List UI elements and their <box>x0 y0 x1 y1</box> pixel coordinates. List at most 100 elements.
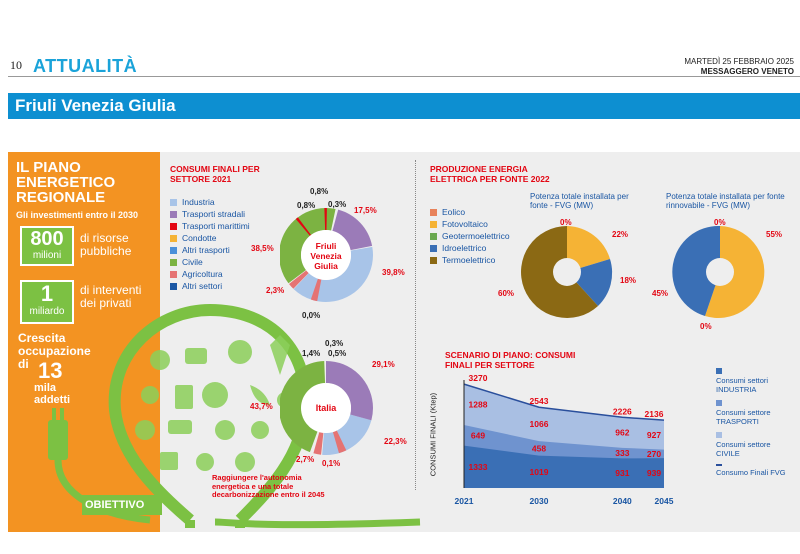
legend-label: Geotermoelettrico <box>442 231 510 241</box>
legend-swatch <box>716 432 722 438</box>
legend-label: Consumo Finali FVG <box>716 468 786 477</box>
section-title: ATTUALITÀ <box>33 56 138 76</box>
totale-label-1: 22% <box>612 230 629 239</box>
legend-item: Idroelettrico <box>430 242 510 254</box>
public-funds-unit: milioni <box>32 250 62 261</box>
fvg-label-7: 0,8% <box>297 201 316 210</box>
section-divider <box>415 160 416 490</box>
pie-totale-caption: Potenza totale installata per fonte - FV… <box>530 192 629 210</box>
public-funds-text: di risorse pubbliche <box>80 231 132 258</box>
rinnovabile-label-1: 55% <box>766 230 783 239</box>
page-number: 10 <box>10 58 22 72</box>
total-value-label: 3270 <box>469 373 488 383</box>
region-title: Friuli Venezia Giulia <box>15 96 176 115</box>
totale-label-0: 0% <box>560 218 572 227</box>
legend-item: Consumi settore TRASPORTI <box>716 400 796 426</box>
italia-label-7: 43,7% <box>250 402 273 411</box>
industria-value-label: 939 <box>647 468 661 478</box>
italia-label-2: 0,5% <box>328 349 347 358</box>
growth-number: 13 <box>38 358 63 383</box>
header-rule <box>8 76 800 77</box>
total-value-label: 2543 <box>530 396 549 406</box>
legend-item: Consumo Finali FVG <box>716 464 796 477</box>
legend-label: Consumi settori INDUSTRIA <box>716 376 769 394</box>
consumi-title: CONSUMI FINALI PER SETTORE 2021 <box>170 164 260 184</box>
legend-label: Consumi settore CIVILE <box>716 440 771 458</box>
legend-item: Consumi settori INDUSTRIA <box>716 368 796 394</box>
legend-swatch <box>170 222 177 230</box>
legend-swatch <box>716 400 722 406</box>
legend-swatch <box>430 208 437 216</box>
pie-italia <box>280 361 373 455</box>
legend-item: Eolico <box>430 206 510 218</box>
rinnovabile-label-3: 0% <box>700 322 712 331</box>
civile-value-label: 962 <box>615 428 629 438</box>
issue-date: MARTEDÌ 25 FEBBRAIO 2025 <box>684 57 794 66</box>
area-chart: 3270 1288 649 1333 2021 2543 1066 458 1019 2030 22… <box>455 373 674 506</box>
pie-rinnovabile <box>672 225 765 318</box>
fvg-label-3: 39,8% <box>382 268 405 277</box>
legend-swatch <box>170 258 177 266</box>
pie-totale <box>521 226 613 318</box>
legend-item: Consumi settore CIVILE <box>716 432 796 458</box>
fvg-label-2: 17,5% <box>354 206 377 215</box>
legend-label: Idroelettrico <box>442 243 487 253</box>
civile-value-label: 1288 <box>469 400 488 410</box>
legend-item: Trasporti marittimi <box>170 220 250 232</box>
fvg-label-5: 2,3% <box>266 286 285 295</box>
pie-italia-center-label: Italia <box>315 403 337 413</box>
industria-value-label: 1333 <box>469 462 488 472</box>
legend-swatch <box>170 210 177 218</box>
legend-swatch <box>170 282 177 290</box>
legend-swatch <box>716 464 722 466</box>
legend-swatch <box>430 220 437 228</box>
newspaper-name: MESSAGGERO VENETO <box>700 67 794 76</box>
italia-label-3: 29,1% <box>372 360 395 369</box>
trasporti-value-label: 458 <box>532 443 546 453</box>
italia-label-5: 0,1% <box>322 459 341 468</box>
legend-swatch <box>170 198 177 206</box>
x-tick-label: 2045 <box>655 496 674 506</box>
produzione-legend: Eolico Fotovoltaico Geotermoelettrico Id… <box>430 206 510 266</box>
totale-label-2: 18% <box>620 276 637 285</box>
objective-text: Raggiungere l'autonomia energetica e una… <box>212 473 325 499</box>
legend-item: Termoelettrico <box>430 254 510 266</box>
legend-label: Civile <box>182 257 203 267</box>
legend-label: Agricoltura <box>182 269 223 279</box>
italia-label-0: 0,3% <box>325 339 344 348</box>
area-layer-3 <box>464 445 664 488</box>
legend-item: Condotte <box>170 232 250 244</box>
legend-label: Altri settori <box>182 281 223 291</box>
civile-value-label: 1066 <box>530 419 549 429</box>
x-tick-label: 2040 <box>613 496 632 506</box>
growth-unit: mila addetti <box>34 382 71 406</box>
legend-label: Industria <box>182 197 215 207</box>
italia-label-1: 1,4% <box>302 349 321 358</box>
pie-fvg-center-label: Friuli Venezia Giulia <box>310 241 342 271</box>
private-funds-number: 1 <box>40 281 54 306</box>
legend-item: Trasporti stradali <box>170 208 250 220</box>
legend-label: Fotovoltaico <box>442 219 488 229</box>
total-value-label: 2136 <box>645 409 664 419</box>
trasporti-value-label: 649 <box>471 430 485 440</box>
fvg-label-1: 0,3% <box>328 200 347 209</box>
legend-item: Geotermoelettrico <box>430 230 510 242</box>
scenario-title: SCENARIO DI PIANO: CONSUMI FINALI PER SE… <box>445 350 576 370</box>
legend-item: Civile <box>170 256 250 268</box>
legend-swatch <box>716 368 722 374</box>
legend-label: Eolico <box>442 207 466 217</box>
trasporti-value-label: 333 <box>615 448 629 458</box>
civile-value-label: 927 <box>647 430 661 440</box>
fvg-label-4: 0,0% <box>302 311 321 320</box>
legend-item: Altri trasporti <box>170 244 250 256</box>
legend-swatch <box>430 256 437 264</box>
totale-label-3: 60% <box>498 289 515 298</box>
rinnovabile-label-2: 45% <box>652 289 669 298</box>
scenario-legend: Consumi settori INDUSTRIA Consumi settor… <box>716 368 796 477</box>
growth-text: Crescita occupazione di <box>18 331 91 371</box>
consumi-legend: Industria Trasporti stradali Trasporti m… <box>170 196 250 292</box>
x-tick-label: 2030 <box>530 496 549 506</box>
legend-label: Termoelettrico <box>442 255 496 265</box>
industria-value-label: 931 <box>615 468 629 478</box>
total-line <box>463 383 665 421</box>
